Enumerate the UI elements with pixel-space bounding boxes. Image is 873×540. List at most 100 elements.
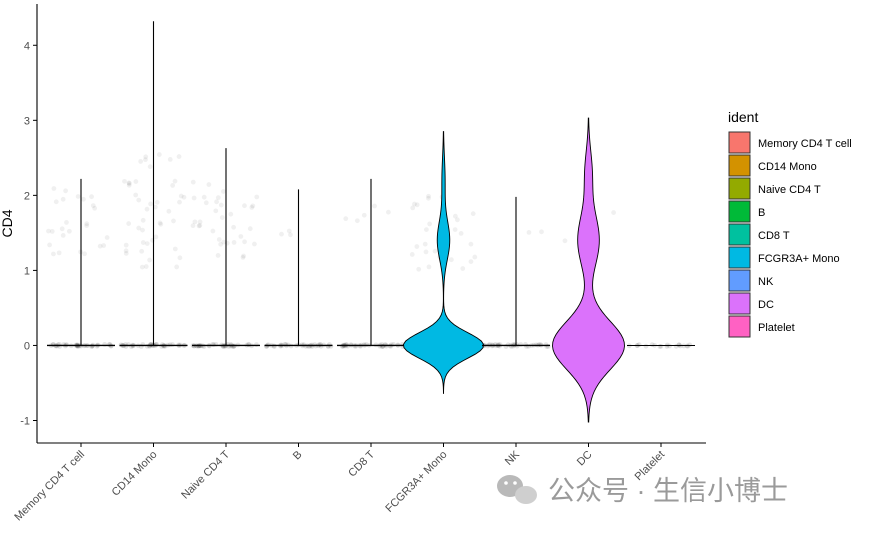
jitter-point (288, 232, 293, 238)
jitter-point (147, 257, 153, 263)
jitter-point (385, 209, 391, 215)
jitter-point (97, 243, 103, 249)
x-tick-label: CD14 Mono (110, 449, 160, 499)
jitter-point (166, 208, 172, 214)
jitter-point (667, 343, 672, 349)
jitter-point (177, 255, 183, 261)
legend-label: FCGR3A+ Mono (758, 253, 840, 265)
jitter-point (343, 216, 349, 222)
jitter-point (201, 194, 207, 200)
jitter-point (213, 208, 219, 214)
jitter-point (196, 223, 202, 229)
jitter-point (138, 159, 144, 164)
jitter-point (162, 343, 168, 349)
jitter-point (156, 152, 162, 157)
jitter-point (247, 226, 253, 232)
jitter-point (126, 181, 132, 186)
jitter-point (354, 218, 360, 224)
jitter-point (172, 178, 178, 184)
jitter-point (423, 227, 429, 233)
jitter-point (60, 196, 66, 202)
jitter-point (89, 194, 94, 200)
legend-label: Platelet (758, 322, 795, 334)
x-tick-label: Naive CD4 T (179, 448, 232, 501)
jitter-point (539, 229, 544, 235)
legend-title: ident (728, 109, 758, 125)
y-tick-label: 2 (24, 190, 30, 202)
wechat-eye (513, 481, 517, 485)
y-tick-label: -1 (20, 415, 30, 427)
jitter-point (220, 189, 226, 194)
wechat-eye (504, 481, 508, 485)
jitter-point (136, 225, 142, 231)
jitter-point (448, 257, 454, 263)
jitter-point (684, 343, 690, 349)
wechat-bubble-small (515, 486, 537, 504)
jitter-point (144, 206, 150, 212)
jitter-point (221, 239, 227, 245)
jitter-point (496, 342, 501, 347)
jitter-point (422, 241, 428, 247)
jitter-point (215, 253, 221, 258)
jitter-point (66, 228, 72, 234)
jitter-point (140, 240, 146, 245)
jitter-point (363, 342, 369, 347)
jitter-point (526, 229, 532, 235)
jitter-point (657, 344, 663, 349)
jitter-point (228, 211, 234, 217)
jitter-point (81, 196, 86, 202)
jitter-point (460, 266, 466, 271)
jitter-point (144, 241, 150, 246)
jitter-point (56, 250, 62, 256)
jitter-point (218, 241, 224, 247)
jitter-point (242, 239, 247, 245)
jitter-point (678, 343, 683, 349)
jitter-point (414, 244, 420, 249)
jitter-point (427, 221, 433, 227)
jitter-point (148, 201, 154, 207)
y-tick-label: 1 (24, 265, 30, 277)
jitter-point (133, 179, 139, 184)
jitter-point (190, 223, 196, 229)
jitter-point (60, 232, 66, 238)
jitter-point (140, 227, 145, 233)
legend-label: DC (758, 299, 774, 311)
axes-layer: -1 0 1 2 3 4 Memory CD4 T cell CD14 Mono Naive C… (0, 4, 706, 523)
jitter-point (426, 195, 431, 201)
x-tick-label: DC (575, 449, 595, 469)
jitter-point (126, 342, 131, 347)
jitter-point (472, 254, 478, 260)
jitter-point (687, 342, 693, 348)
violin-fcgr3a-mono (403, 131, 484, 394)
jitter-point (139, 264, 145, 270)
jitter-point (231, 224, 237, 230)
x-tick-label: FCGR3A+ Mono (383, 449, 449, 515)
jitter-point (240, 254, 246, 260)
jitter-point (279, 231, 284, 237)
watermark-text: 公众号 · 生信小博士 (548, 476, 788, 506)
legend-swatch (728, 223, 751, 246)
violins-layer (47, 21, 695, 423)
jitter-point (250, 203, 256, 209)
jitter-point (104, 235, 110, 240)
jitter-point (211, 342, 217, 348)
jitter-point (174, 264, 180, 270)
y-tick-label: 0 (24, 340, 30, 352)
jitter-point (249, 205, 255, 210)
x-tick-label: B (291, 449, 305, 463)
y-tick-label: 3 (24, 115, 30, 127)
jitter-point (158, 221, 164, 227)
jitter-point (92, 205, 98, 211)
jitter-point (133, 192, 139, 198)
jitter-point (147, 164, 153, 170)
legend-label: Memory CD4 T cell (758, 138, 852, 150)
jitter-point (649, 342, 655, 348)
jitter-point (214, 199, 219, 205)
jitter-point (136, 197, 142, 203)
jitter-point (143, 154, 149, 160)
jitter-point (518, 342, 524, 347)
jitter-point (53, 199, 59, 205)
jitter-point (50, 251, 56, 257)
